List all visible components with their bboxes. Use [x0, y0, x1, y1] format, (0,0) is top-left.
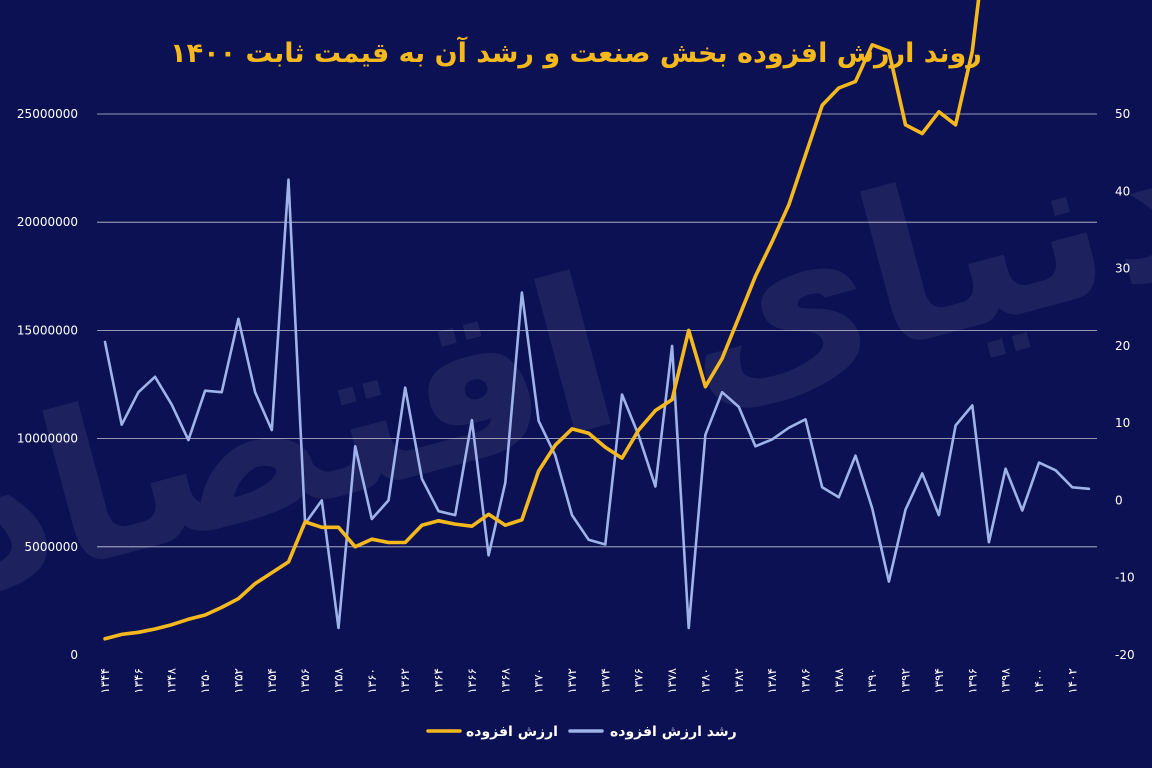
left-y-tick-label: 25000000: [17, 107, 78, 121]
series-line-value-added: [103, 0, 981, 641]
x-tick-label: ۱۳۵۰: [198, 668, 212, 694]
chart-title: روند ارزش افزوده بخش صنعت و رشد آن به قی…: [170, 38, 982, 69]
left-y-tick-label: 5000000: [25, 540, 78, 554]
x-tick-label: ۱۳۷۸: [665, 667, 679, 693]
x-tick-label: ۱۳۶۴: [432, 668, 446, 694]
x-tick-label: ۱۳۹۰: [865, 668, 879, 694]
left-y-tick-label: 10000000: [17, 432, 78, 446]
left-y-tick-label: 0: [70, 648, 78, 662]
x-tick-label: ۱۳۴۸: [165, 667, 179, 693]
legend-label: رشد ارزش افزوده: [610, 724, 737, 740]
x-tick-label: ۱۳۷۲: [565, 668, 579, 694]
x-tick-label: ۱۳۴۴: [98, 668, 112, 694]
x-tick-label: ۱۳۹۴: [932, 668, 946, 694]
x-tick-label: ۱۳۶۸: [498, 667, 512, 693]
left-y-tick-label: 20000000: [17, 215, 78, 229]
x-tick-label: ۱۳۹۶: [965, 668, 979, 694]
x-tick-label: ۱۳۸۲: [732, 668, 746, 694]
x-tick-label: ۱۳۵۶: [298, 668, 312, 694]
right-y-tick-label: -20: [1115, 648, 1135, 662]
x-tick-label: ۱۳۷۶: [632, 668, 646, 694]
legend: ارزش افزوده رشد ارزش افزوده: [426, 724, 737, 740]
series-line-growth: [103, 178, 1091, 630]
legend-label: ارزش افزوده: [466, 724, 558, 740]
x-tick-label: ۱۳۸۰: [698, 668, 712, 694]
x-tick-label: ۱۳۵۲: [231, 668, 245, 694]
x-tick-label: ۱۳۵۴: [265, 668, 279, 694]
x-tick-label: ۱۳۹۲: [899, 668, 913, 694]
x-tick-label: ۱۳۶۶: [465, 668, 479, 694]
x-tick-label: ۱۳۸۴: [765, 668, 779, 694]
legend-item-growth: رشد ارزش افزوده: [568, 724, 737, 740]
svg-text:دنیای اقتصاد: دنیای اقتصاد: [0, 71, 1152, 646]
x-tick-label: ۱۳۷۴: [598, 668, 612, 694]
right-y-tick-label: -10: [1115, 571, 1135, 585]
watermark: دنیای اقتصاد: [0, 71, 1152, 646]
x-tick-label: ۱۳۹۸: [999, 667, 1013, 693]
x-tick-label: ۱۳۸۸: [832, 667, 846, 693]
left-y-axis: 0 5000000 10000000 15000000 20000000 25000000: [17, 107, 78, 662]
x-tick-label: ۱۳۶۰: [365, 668, 379, 694]
right-y-tick-label: 40: [1115, 184, 1130, 198]
x-tick-label: ۱۳۴۶: [131, 668, 145, 694]
x-tick-label: ۱۳۶۲: [398, 668, 412, 694]
gridlines: [97, 113, 1097, 548]
x-tick-label: ۱۳۵۸: [331, 667, 345, 693]
right-y-tick-label: 10: [1115, 416, 1130, 430]
x-tick-label: ۱۴۰۰: [1032, 668, 1046, 694]
x-tick-label: ۱۳۷۰: [532, 668, 546, 694]
legend-item-value-added: ارزش افزوده: [426, 724, 558, 740]
x-tick-label: ۱۴۰۲: [1065, 668, 1079, 694]
right-y-tick-label: 50: [1115, 107, 1130, 121]
left-y-tick-label: 15000000: [17, 323, 78, 337]
right-y-tick-label: 0: [1115, 493, 1123, 507]
x-tick-label: ۱۳۸۶: [798, 668, 812, 694]
right-y-tick-label: 30: [1115, 262, 1130, 276]
series-layer: [103, 0, 1091, 641]
right-y-tick-label: 20: [1115, 339, 1130, 353]
right-y-axis: -20 -10 0 10 20 30 40 50: [1115, 107, 1135, 662]
x-axis: ۱۳۴۴ ۱۳۴۶ ۱۳۴۸ ۱۳۵۰ ۱۳۵۲ ۱۳۵۴ ۱۳۵۶ ۱۳۵۸ ۱۳۶۰ ۱۳۶۲…: [98, 667, 1079, 693]
